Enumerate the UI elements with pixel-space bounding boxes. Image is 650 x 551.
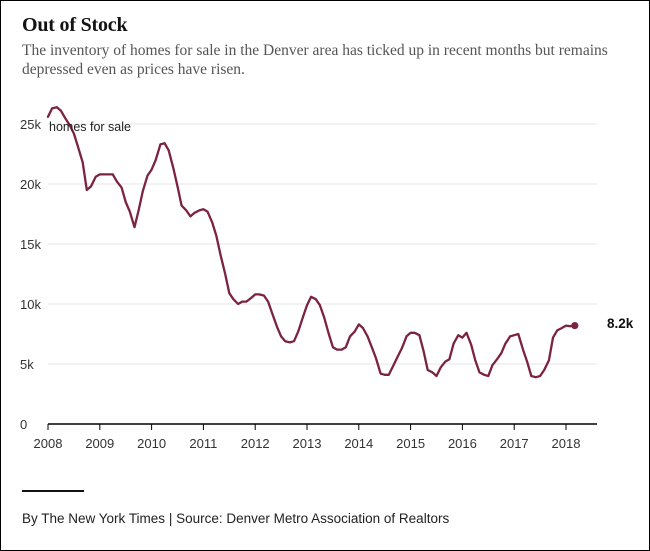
chart-subtitle: The inventory of homes for sale in the D… — [22, 42, 608, 78]
y-tick-label: 15k — [20, 237, 41, 252]
series-line — [46, 106, 576, 379]
y-axis-tick-labels: 0 5k 10k 15k 20k 25k — [20, 117, 41, 432]
series-name-label: homes for sale — [49, 120, 131, 134]
y-tick-label: 5k — [20, 357, 34, 372]
x-tick-label: 2017 — [500, 436, 529, 451]
x-tick-label: 2014 — [344, 436, 373, 451]
x-tick-label: 2016 — [448, 436, 477, 451]
x-tick-label: 2008 — [34, 436, 63, 451]
footer-rule — [22, 490, 84, 492]
series-group — [46, 106, 579, 379]
x-tick-label: 2010 — [137, 436, 166, 451]
end-point-marker — [571, 322, 579, 330]
source-credit: By The New York Times | Source: Denver M… — [22, 511, 450, 526]
x-axis — [47, 423, 597, 430]
y-tick-label: 0 — [20, 417, 27, 432]
end-value-label: 8.2k — [607, 316, 634, 331]
x-tick-label: 2012 — [241, 436, 270, 451]
x-tick-label: 2011 — [189, 436, 217, 451]
gridlines — [48, 123, 597, 365]
x-axis-tick-labels: 2008 2009 2010 2011 2012 2013 2014 2015 2016 2017… — [34, 436, 581, 451]
chart-title: Out of Stock — [22, 14, 128, 36]
x-tick-label: 2018 — [552, 436, 581, 451]
y-tick-label: 10k — [20, 297, 41, 312]
x-tick-label: 2009 — [85, 436, 114, 451]
x-tick-label: 2015 — [396, 436, 425, 451]
x-tick-label: 2013 — [293, 436, 322, 451]
y-tick-label: 20k — [20, 177, 41, 192]
y-tick-label: 25k — [20, 117, 41, 132]
